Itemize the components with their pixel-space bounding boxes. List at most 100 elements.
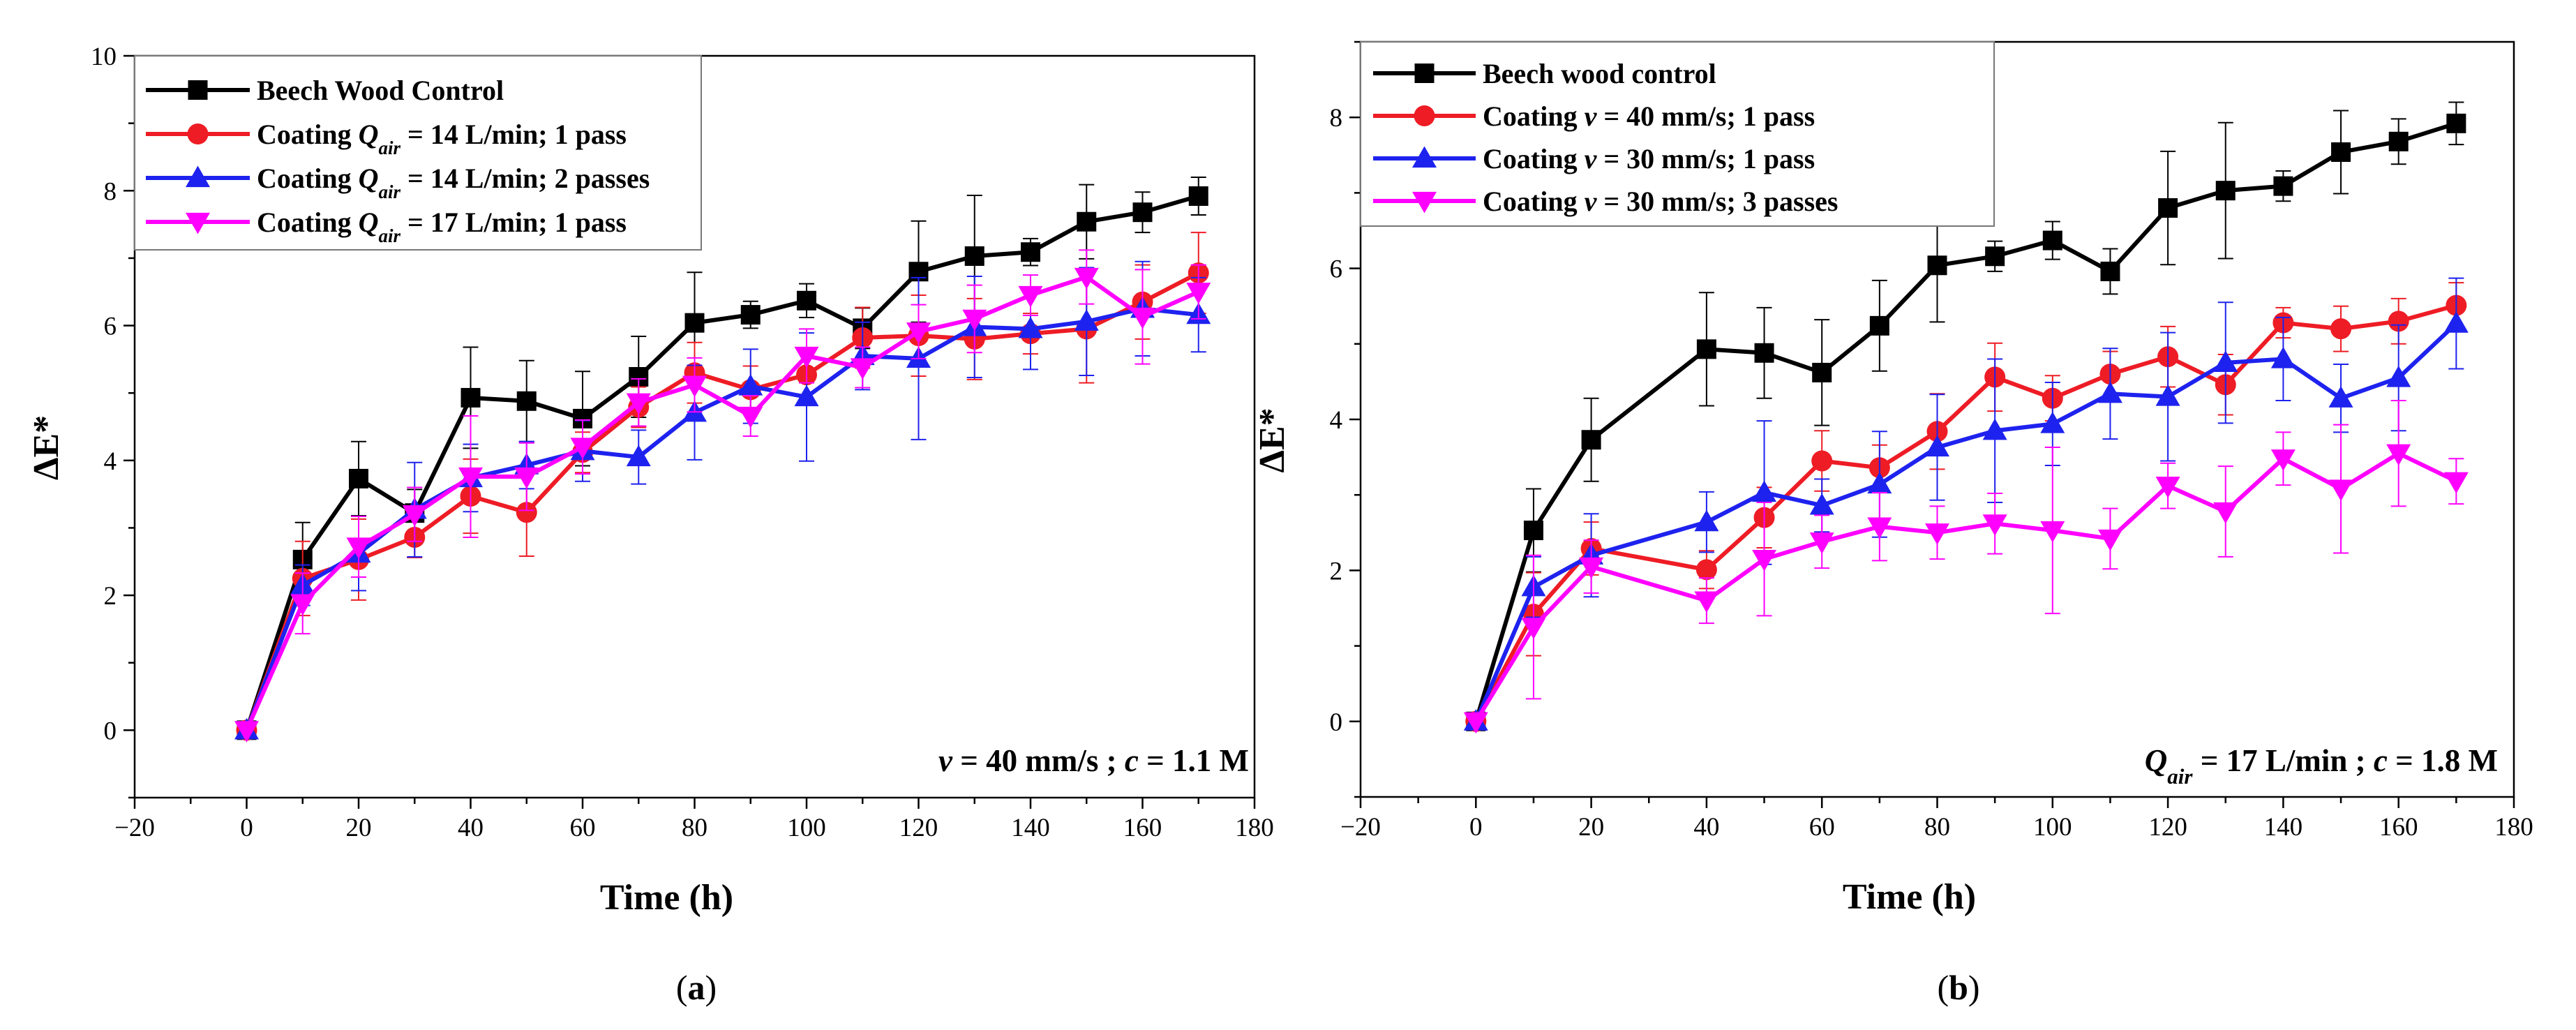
data-point xyxy=(738,374,763,396)
data-point xyxy=(1867,517,1892,539)
data-point xyxy=(1579,557,1604,579)
data-point xyxy=(794,346,819,368)
data-point xyxy=(2042,230,2062,251)
data-point xyxy=(2097,529,2122,551)
data-point xyxy=(1982,514,2007,536)
data-point xyxy=(2100,261,2120,281)
data-point xyxy=(1021,242,1040,262)
data-point xyxy=(2213,502,2238,524)
data-point xyxy=(626,445,651,467)
legend-entry: Beech Wood Control xyxy=(146,75,504,106)
x-tick-label: 120 xyxy=(899,814,938,842)
legend-marker xyxy=(186,165,210,188)
data-point xyxy=(740,305,761,325)
data-point xyxy=(516,391,537,411)
x-tick-label: 0 xyxy=(240,814,253,842)
x-tick-label: 140 xyxy=(2264,813,2303,842)
data-point xyxy=(2386,444,2411,466)
x-tick-label: 0 xyxy=(1469,813,1483,842)
data-point xyxy=(514,467,539,489)
panel-a: −20 0 20 40 60 80 100 120 140 160 180 0 2 4 6 8 10 Time (… xyxy=(27,43,1274,1007)
data-point xyxy=(738,406,763,428)
legend-label: Coating v = 40 mm/s; 1 pass xyxy=(1483,100,1815,132)
data-point xyxy=(2328,386,2353,408)
y-tick-label: 0 xyxy=(104,717,117,745)
data-point xyxy=(626,393,651,415)
condition-annotation: v = 40 mm/s ; c = 1.1 M xyxy=(938,743,1249,778)
data-point xyxy=(290,594,315,616)
data-point xyxy=(1188,186,1208,207)
x-tick-label: 120 xyxy=(2148,813,2187,842)
data-point xyxy=(1077,211,1097,232)
data-point xyxy=(1581,430,1601,450)
data-point xyxy=(2388,311,2409,332)
legend-label: Coating v = 30 mm/s; 3 passes xyxy=(1483,186,1838,217)
data-point xyxy=(1809,493,1834,515)
legend-label: Coating v = 30 mm/s; 1 pass xyxy=(1483,143,1815,174)
legend-entry: Coating Qair = 14 L/min; 2 passes xyxy=(146,163,650,202)
data-point xyxy=(1694,509,1719,532)
panel-caption: (a) xyxy=(676,968,717,1007)
x-tick-label: 180 xyxy=(1235,814,1274,842)
data-point xyxy=(906,322,931,344)
x-tick-label: −20 xyxy=(114,814,155,842)
data-point xyxy=(460,387,481,408)
data-point xyxy=(684,313,705,333)
data-point xyxy=(2446,113,2466,133)
x-tick-label: 140 xyxy=(1011,814,1050,842)
data-point xyxy=(2270,449,2296,471)
legend-marker xyxy=(1412,191,1437,214)
x-tick-label: 80 xyxy=(1924,813,1950,842)
panel-caption: (b) xyxy=(1937,968,1979,1007)
data-point xyxy=(1695,559,1717,581)
data-point xyxy=(1982,418,2007,440)
data-point xyxy=(1463,712,1488,734)
legend-entry: Coating Qair = 14 L/min; 1 pass xyxy=(146,119,627,158)
y-tick-label: 4 xyxy=(1330,406,1343,435)
data-point xyxy=(2443,311,2469,333)
data-point xyxy=(2328,479,2353,502)
data-point xyxy=(1074,267,1099,290)
legend-label: Beech wood control xyxy=(1483,58,1716,89)
data-point xyxy=(2331,142,2351,162)
data-point xyxy=(1925,435,1949,457)
data-point xyxy=(1754,343,1774,363)
data-point xyxy=(2040,521,2065,543)
data-point xyxy=(1752,480,1777,502)
legend-marker xyxy=(186,212,210,234)
x-tick-label: 160 xyxy=(2379,813,2418,842)
data-point xyxy=(2158,198,2178,218)
series-line xyxy=(244,274,1199,731)
y-tick-label: 2 xyxy=(1330,557,1343,585)
data-point xyxy=(1132,202,1153,223)
data-point xyxy=(2273,176,2293,196)
data-point xyxy=(349,468,368,488)
data-point xyxy=(682,375,707,398)
legend-entry: Coating v = 40 mm/s; 1 pass xyxy=(1373,100,1815,132)
data-point xyxy=(2330,318,2352,340)
data-point xyxy=(516,502,537,523)
data-point xyxy=(1867,472,1892,494)
data-point xyxy=(1812,362,1832,382)
x-tick-label: 60 xyxy=(570,814,596,842)
data-point xyxy=(850,358,875,380)
x-tick-label: 100 xyxy=(2033,813,2072,842)
y-tick-label: 8 xyxy=(104,177,117,206)
data-point xyxy=(402,505,427,527)
x-tick-label: −20 xyxy=(1340,813,1381,842)
y-tick-label: 4 xyxy=(104,447,117,476)
y-axis-title: ΔE* xyxy=(27,415,66,480)
legend-marker xyxy=(1414,64,1435,83)
x-tick-label: 60 xyxy=(1809,813,1835,842)
data-point xyxy=(570,438,595,459)
data-point xyxy=(1811,450,1833,472)
x-tick-label: 40 xyxy=(1693,813,1719,842)
x-tick-label: 160 xyxy=(1123,814,1162,842)
condition-annotation: Qair = 17 L/min ; c = 1.8 M xyxy=(2145,743,2498,789)
series-1 xyxy=(1466,101,2466,731)
series-4 xyxy=(1463,399,2469,734)
legend-entry: Coating v = 30 mm/s; 3 passes xyxy=(1373,186,1838,217)
y-tick-label: 6 xyxy=(1330,255,1343,284)
data-point xyxy=(2215,181,2236,201)
